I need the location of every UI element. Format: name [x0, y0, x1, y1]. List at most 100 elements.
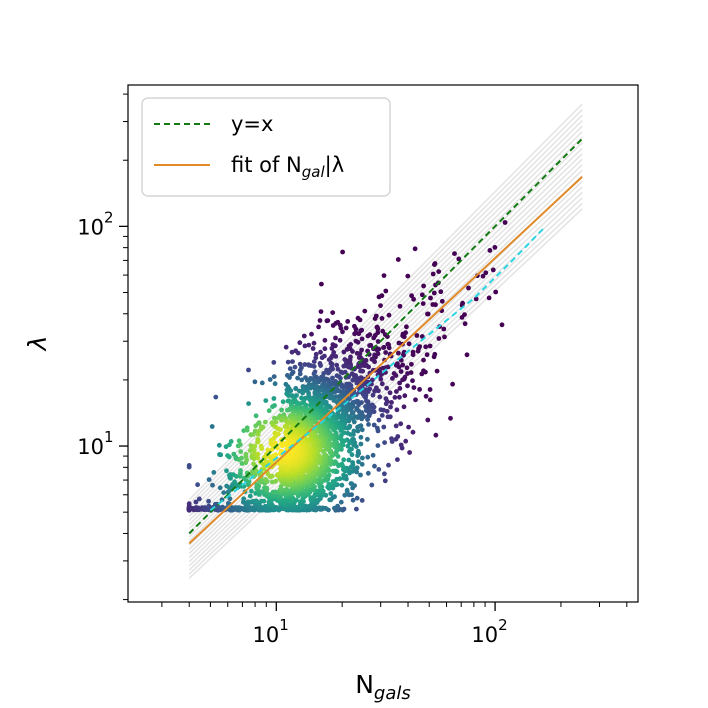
- scatter-point: [352, 331, 357, 337]
- scatter-point: [306, 342, 312, 348]
- median-line: [209, 225, 547, 512]
- scatter-point: [302, 362, 308, 367]
- x-axis-label: Ngals: [355, 670, 411, 704]
- scatter-point: [383, 288, 389, 294]
- scatter-point: [283, 497, 288, 503]
- scatter-point: [232, 479, 238, 485]
- scatter-point: [379, 381, 385, 387]
- scatter-point: [211, 470, 217, 475]
- scatter-point: [417, 387, 422, 392]
- scatter-point: [209, 424, 215, 429]
- scatter-point: [270, 404, 275, 410]
- scatter-point: [234, 474, 239, 479]
- scatter-point: [341, 349, 347, 355]
- scatter-point: [273, 478, 279, 484]
- scatter-point: [427, 397, 433, 403]
- scatter-point: [345, 319, 351, 324]
- scatter-point: [433, 432, 439, 438]
- scatter-point: [318, 349, 323, 355]
- scatter-point: [427, 387, 433, 392]
- scatter-point: [271, 374, 277, 379]
- scatter-point: [423, 393, 429, 399]
- scatter-point: [358, 441, 364, 447]
- scatter-point: [277, 505, 283, 511]
- scatter-point: [243, 451, 249, 457]
- scatter-point: [405, 273, 411, 279]
- scatter-point: [292, 364, 298, 370]
- scatter-point: [299, 377, 305, 383]
- scatter-point: [436, 269, 442, 274]
- scatter-point: [297, 371, 303, 377]
- scatter-point: [409, 361, 414, 367]
- legend-box: [141, 97, 391, 197]
- scatter-point: [338, 325, 344, 331]
- scatter-point: [393, 436, 399, 442]
- scatter-point: [452, 251, 457, 256]
- scatter-point: [386, 312, 392, 318]
- scatter-point: [311, 340, 317, 346]
- scatter-point: [345, 430, 351, 436]
- scatter-point: [351, 442, 357, 448]
- svg-text:10: 10: [77, 215, 104, 239]
- scatter-point: [308, 495, 314, 501]
- scatter-point: [359, 498, 365, 503]
- scatter-point: [288, 388, 294, 394]
- scatter-point: [353, 326, 359, 332]
- scatter-point: [300, 390, 306, 396]
- scatter-point: [411, 296, 416, 302]
- scatter-point: [392, 395, 398, 400]
- scatter-point: [450, 381, 455, 387]
- scatter-point: [415, 348, 421, 354]
- scatter-point: [355, 364, 361, 369]
- scatter-point: [375, 443, 381, 448]
- scatter-point: [370, 392, 376, 398]
- scatter-point: [372, 463, 377, 469]
- scatter-point: [331, 398, 337, 403]
- scatter-point: [355, 428, 361, 434]
- scatter-point: [359, 336, 365, 342]
- scatter-point: [273, 489, 279, 495]
- scatter-point: [286, 393, 291, 398]
- scatter-point: [410, 378, 415, 384]
- scatter-point: [386, 462, 391, 468]
- scatter-point: [382, 471, 387, 477]
- scatter-point: [279, 417, 284, 423]
- scatter-point: [350, 460, 355, 465]
- scatter-point: [334, 373, 340, 379]
- scatter-point: [294, 401, 300, 407]
- scatter-point: [412, 246, 418, 252]
- scatter-point: [333, 354, 339, 359]
- scatter-point: [297, 340, 303, 346]
- scatter-point: [358, 368, 363, 374]
- scatter-point: [376, 467, 382, 472]
- scatter-point: [385, 341, 391, 347]
- scatter-point: [464, 352, 470, 358]
- scatter-point: [402, 393, 408, 399]
- scatter-point: [297, 361, 303, 367]
- svg-text:1: 1: [104, 428, 114, 446]
- scatter-point: [430, 271, 436, 277]
- scatter-point: [262, 419, 268, 425]
- scatter-point: [272, 381, 278, 387]
- scatter-point: [290, 359, 295, 364]
- scatter-point: [462, 321, 468, 327]
- scatter-point: [318, 363, 323, 368]
- scatter-point: [388, 404, 393, 410]
- scatter-point: [317, 318, 323, 323]
- scatter-point: [236, 438, 242, 444]
- scatter-point: [244, 427, 250, 433]
- scatter-point: [421, 357, 426, 363]
- scatter-point: [333, 335, 338, 341]
- scatter-point: [381, 345, 386, 350]
- scatter-point: [341, 363, 347, 369]
- scatter-point: [218, 452, 224, 458]
- scatter-point: [389, 436, 394, 441]
- scatter-point: [333, 394, 339, 400]
- scatter-point: [340, 329, 345, 335]
- scatter-point: [251, 432, 256, 437]
- y-tick-label-2: 10 2: [77, 208, 113, 239]
- scatter-point: [332, 505, 337, 511]
- scatter-point: [354, 495, 360, 501]
- scatter-point: [330, 375, 335, 381]
- scatter-point: [379, 413, 385, 418]
